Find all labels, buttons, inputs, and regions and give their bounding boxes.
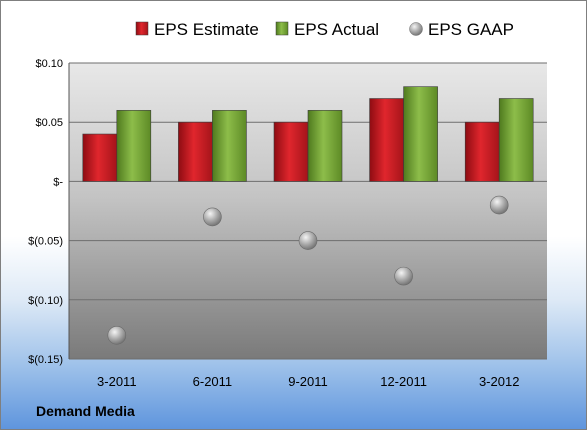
point-eps-gaap [298, 231, 318, 250]
y-tick-label: $0.05 [35, 117, 63, 129]
legend-swatch [409, 22, 423, 36]
bar-eps-actual [212, 110, 247, 182]
legend: EPS Estimate EPS Actual EPS GAAP [135, 20, 514, 39]
y-tick-label: $0.10 [35, 58, 63, 70]
bar-eps-actual [307, 110, 343, 182]
legend-label: EPS Estimate [154, 20, 259, 39]
x-tick-label: 6-2011 [193, 374, 233, 389]
y-tick-label: $- [53, 176, 63, 188]
bar-eps-estimate [82, 133, 118, 182]
legend-swatch [135, 21, 149, 36]
point-eps-gaap [394, 266, 413, 286]
legend-label: EPS Actual [294, 20, 379, 39]
bar-eps-estimate [273, 121, 309, 182]
data-marks [82, 86, 534, 345]
y-tick-label: $(0.10) [28, 295, 63, 307]
legend-label: EPS GAAP [428, 20, 514, 39]
bar-eps-estimate [369, 98, 404, 182]
plot-area [69, 63, 547, 359]
bar-eps-estimate [464, 121, 500, 182]
point-eps-gaap [107, 326, 127, 345]
bar-eps-actual [403, 86, 438, 182]
x-tick-label: 3-2011 [97, 374, 137, 389]
y-axis: $0.10 $0.05 $- $(0.05) $(0.10) $(0.15) [28, 58, 70, 366]
y-tick-label: $(0.05) [28, 236, 63, 248]
legend-swatch [275, 21, 289, 36]
x-tick-label: 3-2012 [479, 374, 519, 389]
point-eps-gaap [489, 195, 509, 215]
point-eps-gaap [203, 207, 222, 227]
y-tick-label: $(0.15) [28, 354, 63, 366]
x-tick-label: 9-2011 [288, 374, 328, 389]
bar-eps-estimate [178, 121, 213, 182]
x-tick-label: 12-2011 [380, 374, 427, 389]
company-name: Demand Media [36, 403, 135, 419]
x-axis: 3-2011 6-2011 9-2011 12-2011 3-2012 [97, 374, 519, 389]
bar-eps-actual [116, 110, 152, 182]
bar-eps-actual [498, 98, 534, 182]
